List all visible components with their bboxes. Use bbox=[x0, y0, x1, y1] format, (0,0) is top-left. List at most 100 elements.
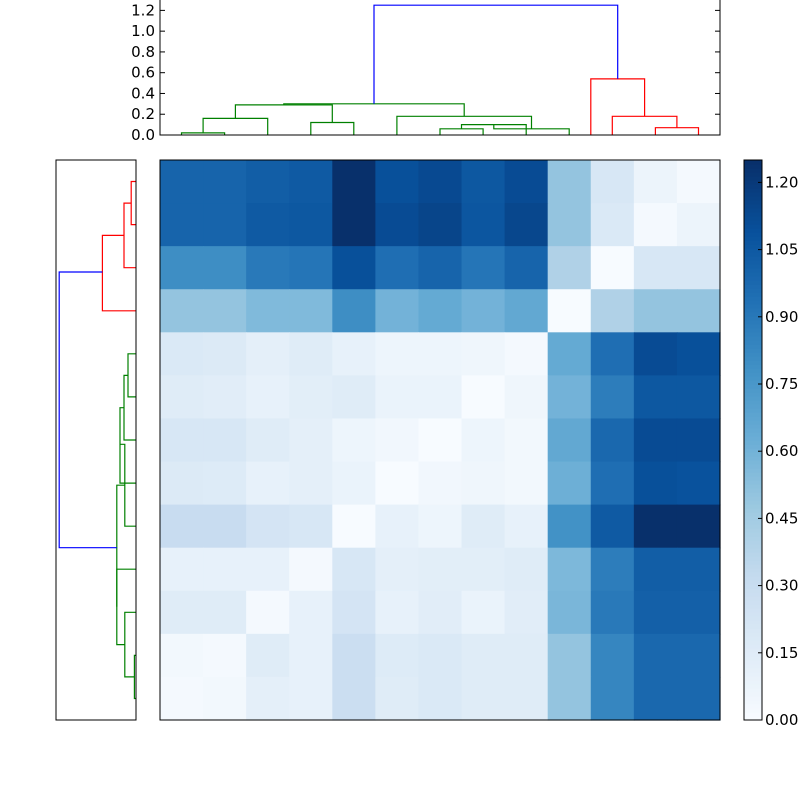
colorbar-segment bbox=[744, 632, 762, 637]
heatmap-cell-r3-c12 bbox=[676, 289, 721, 333]
heatmap-cell-r11-c8 bbox=[504, 633, 549, 678]
colorbar-tick-label: 0.60 bbox=[765, 442, 798, 460]
colorbar-segment bbox=[744, 608, 762, 613]
top-dendrogram-link-9 bbox=[654, 127, 700, 135]
colorbar-segment bbox=[744, 164, 762, 169]
colorbar-segment bbox=[744, 200, 762, 205]
heatmap-cell-r1-c0 bbox=[160, 203, 204, 247]
heatmap-cell-r4-c0 bbox=[160, 332, 204, 376]
heatmap-cell-r9-c8 bbox=[504, 547, 549, 592]
heatmap-cell-r1-c6 bbox=[418, 203, 463, 247]
colorbar-segment bbox=[744, 688, 762, 693]
colorbar-segment bbox=[744, 468, 762, 473]
heatmap-cell-r4-c12 bbox=[676, 332, 721, 376]
colorbar-segment bbox=[744, 456, 762, 461]
colorbar-segment bbox=[744, 368, 762, 373]
heatmap-cell-r12-c4 bbox=[332, 676, 376, 721]
heatmap-cell-r1-c5 bbox=[375, 203, 420, 247]
heatmap-cell-r4-c1 bbox=[203, 332, 247, 376]
heatmap-cell-r5-c10 bbox=[590, 375, 635, 420]
heatmap-cell-r9-c3 bbox=[289, 547, 333, 592]
colorbar-segment bbox=[744, 452, 762, 457]
colorbar-segment bbox=[744, 264, 762, 269]
heatmap-cell-r10-c0 bbox=[160, 590, 204, 635]
colorbar-segment bbox=[744, 560, 762, 565]
colorbar-segment bbox=[744, 652, 762, 657]
heatmap-cell-r11-c3 bbox=[289, 633, 333, 678]
heatmap-cell-r1-c10 bbox=[590, 203, 635, 247]
colorbar-segment bbox=[744, 628, 762, 633]
colorbar-segment bbox=[744, 352, 762, 357]
colorbar-segment bbox=[744, 252, 762, 257]
heatmap-cell-r11-c11 bbox=[633, 633, 678, 678]
colorbar-segment bbox=[744, 324, 762, 329]
colorbar-segment bbox=[744, 404, 762, 409]
heatmap-cell-r9-c11 bbox=[633, 547, 678, 592]
heatmap-cell-r8-c3 bbox=[289, 504, 333, 549]
heatmap-cell-r7-c0 bbox=[160, 461, 204, 506]
colorbar-segment bbox=[744, 568, 762, 573]
heatmap-cell-r8-c11 bbox=[633, 504, 678, 549]
heatmap-cell-r10-c1 bbox=[203, 590, 247, 635]
colorbar-segment bbox=[744, 372, 762, 377]
colorbar-segment bbox=[744, 308, 762, 313]
heatmap-cell-r6-c8 bbox=[504, 418, 549, 463]
left-dendrogram-link-5 bbox=[116, 568, 136, 646]
heatmap-cell-r8-c7 bbox=[461, 504, 506, 549]
colorbar-segment bbox=[744, 412, 762, 417]
heatmap-cell-r12-c7 bbox=[461, 676, 506, 721]
colorbar-segment bbox=[744, 188, 762, 193]
heatmap-cell-r4-c7 bbox=[461, 332, 506, 376]
colorbar-segment bbox=[744, 312, 762, 317]
heatmap-cell-r10-c3 bbox=[289, 590, 333, 635]
colorbar-frame bbox=[743, 159, 763, 721]
colorbar-segment bbox=[744, 436, 762, 441]
colorbar-segment bbox=[744, 712, 762, 717]
heatmap-cell-r3-c3 bbox=[289, 289, 333, 333]
heatmap-cell-r3-c6 bbox=[418, 289, 463, 333]
heatmap-cell-r12-c10 bbox=[590, 676, 635, 721]
colorbar-segment bbox=[744, 340, 762, 345]
colorbar-segment bbox=[744, 400, 762, 405]
heatmap-cell-r2-c2 bbox=[246, 246, 290, 290]
heatmap-cell-r2-c3 bbox=[289, 246, 333, 290]
colorbar-segment bbox=[744, 196, 762, 201]
colorbar-segment bbox=[744, 332, 762, 337]
colorbar-segment bbox=[744, 408, 762, 413]
heatmap-cell-r6-c4 bbox=[332, 418, 376, 463]
colorbar-segment bbox=[744, 232, 762, 237]
colorbar-segment bbox=[744, 428, 762, 433]
heatmap-cell-r9-c1 bbox=[203, 547, 247, 592]
colorbar-segment bbox=[744, 616, 762, 621]
colorbar-segment bbox=[744, 496, 762, 501]
top-dendrogram-link-10 bbox=[611, 115, 678, 135]
colorbar-segment bbox=[744, 320, 762, 325]
colorbar-segment bbox=[744, 696, 762, 701]
top-dendrogram: 0.0 0.2 0.4 0.6 0.8 1.0 1.2 bbox=[131, 0, 721, 144]
colorbar-segment bbox=[744, 656, 762, 661]
heatmap-cell-r2-c12 bbox=[676, 246, 721, 290]
colorbar-segment bbox=[744, 392, 762, 397]
heatmap-cell-r7-c10 bbox=[590, 461, 635, 506]
colorbar-segment bbox=[744, 508, 762, 513]
heatmap-cell-r4-c2 bbox=[246, 332, 290, 376]
heatmap-cell-r1-c2 bbox=[246, 203, 290, 247]
colorbar-tick-label: 0.75 bbox=[765, 375, 798, 393]
colorbar-segment bbox=[744, 268, 762, 273]
left-dendrogram bbox=[55, 159, 137, 721]
heatmap-cell-r12-c3 bbox=[289, 676, 333, 721]
colorbar-segment bbox=[744, 528, 762, 533]
colorbar-segment bbox=[744, 644, 762, 649]
heatmap-cell-r5-c9 bbox=[547, 375, 592, 420]
colorbar-segment bbox=[744, 540, 762, 545]
colorbar-segment bbox=[744, 260, 762, 265]
heatmap-cell-r9-c12 bbox=[676, 547, 721, 592]
heatmap-cell-r9-c2 bbox=[246, 547, 290, 592]
heatmap-cell-r8-c8 bbox=[504, 504, 549, 549]
heatmap-cell-r0-c0 bbox=[160, 160, 204, 204]
colorbar-segment bbox=[744, 592, 762, 597]
colorbar-segment bbox=[744, 520, 762, 525]
heatmap-cell-r3-c2 bbox=[246, 289, 290, 333]
top-dendrogram-ytick-label: 0.6 bbox=[131, 64, 155, 82]
heatmap-cell-r0-c9 bbox=[547, 160, 592, 204]
